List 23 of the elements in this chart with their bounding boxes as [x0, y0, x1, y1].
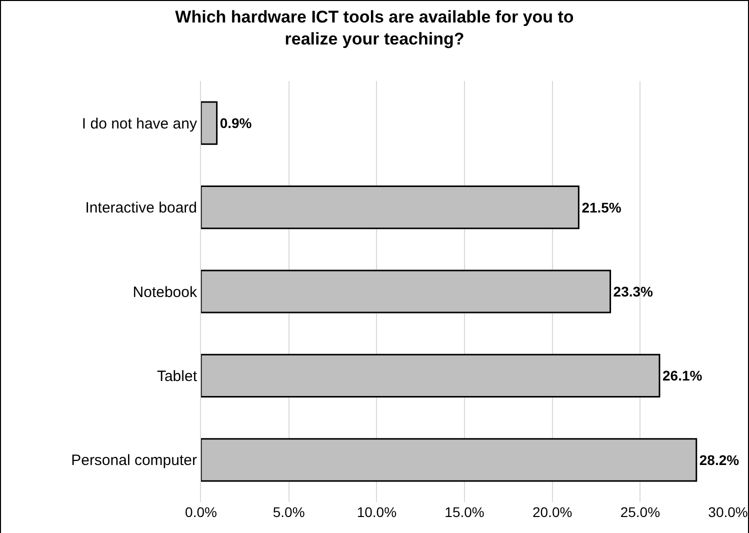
- x-tick-label: 25.0%: [620, 504, 660, 520]
- x-tick-label: 10.0%: [356, 504, 397, 520]
- data-label: 28.2%: [699, 452, 740, 468]
- bar: [201, 354, 660, 398]
- y-tick-label: Personal computer: [71, 452, 197, 470]
- data-label: 21.5%: [582, 199, 622, 216]
- x-tick-label: 0.0%: [185, 504, 217, 520]
- y-tick-label: Tablet: [156, 368, 198, 385]
- chart-title: Which hardware ICT tools are available for you to realize your teaching?: [175, 7, 574, 48]
- data-label: 26.1%: [662, 368, 703, 384]
- y-tick-label: I do not have any: [82, 115, 198, 132]
- bar: [201, 186, 580, 230]
- bar: [201, 438, 698, 482]
- x-tick-label: 5.0%: [272, 504, 305, 520]
- bar: [201, 270, 612, 314]
- y-tick-label: Notebook: [132, 284, 198, 301]
- data-label: 0.9%: [220, 115, 252, 132]
- data-label: 23.3%: [613, 284, 654, 300]
- y-tick-label: Interactive board: [85, 200, 197, 217]
- x-tick-label: 15.0%: [444, 504, 484, 520]
- bar: [201, 101, 218, 145]
- x-tick-label: 20.0%: [532, 504, 572, 520]
- x-tick-label: 30.0%: [708, 504, 748, 520]
